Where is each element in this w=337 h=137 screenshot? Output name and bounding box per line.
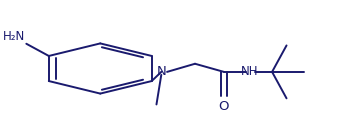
Text: N: N xyxy=(156,65,166,78)
Text: H₂N: H₂N xyxy=(2,30,25,43)
Text: O: O xyxy=(219,100,229,113)
Text: NH: NH xyxy=(241,65,258,78)
